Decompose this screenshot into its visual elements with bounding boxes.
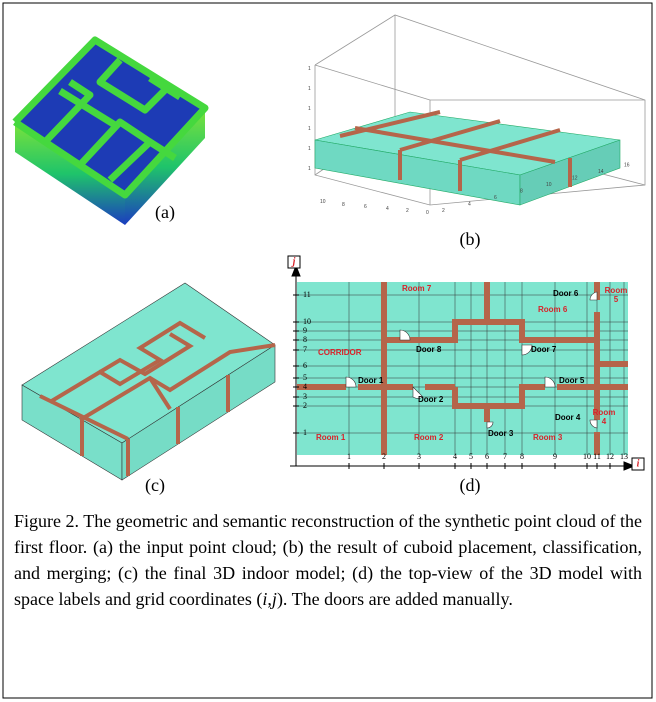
door-label: Door 3 (488, 429, 514, 438)
axis-tick-label: 8 (342, 202, 345, 208)
j-axis-label: j (291, 256, 296, 267)
i-tick-label: 4 (453, 452, 457, 461)
caption-text: ). The doors are added manually. (276, 589, 513, 609)
door-label: Door 4 (555, 413, 581, 422)
door-label: Door 6 (553, 289, 579, 298)
axis-tick-label: 8 (520, 189, 523, 195)
axis-tick-label: 1 (308, 126, 311, 132)
j-tick-label: 2 (303, 401, 307, 410)
door-label: Door 2 (418, 395, 444, 404)
axis-tick-label: 4 (468, 202, 471, 208)
caption-text: i (262, 589, 268, 609)
axis-tick-label: 4 (386, 206, 389, 212)
axis-tick-label: 1 (308, 146, 311, 152)
door-label: Door 5 (559, 376, 585, 385)
axis-tick-label: 6 (494, 195, 497, 201)
axis-tick-label: 6 (364, 204, 367, 210)
i-tick-label: 3 (417, 452, 421, 461)
axis-tick-label: 0 (426, 210, 429, 216)
subfigure-label: (a) (155, 202, 175, 223)
j-tick-label: 5 (303, 373, 307, 382)
indoor-model (21, 282, 276, 481)
axis-tick-label: 2 (406, 208, 409, 214)
axis-tick-label: 12 (572, 176, 578, 182)
i-tick-label: 1 (347, 452, 351, 461)
i-tick-label: 13 (620, 452, 628, 461)
subfigure-label: (d) (460, 475, 481, 496)
axis-tick-label: 10 (546, 182, 552, 188)
j-tick-label: 8 (303, 335, 307, 344)
space-label: Room 5 (604, 286, 628, 304)
cuboids (314, 110, 621, 206)
space-label: Room 1 (316, 433, 346, 442)
axis-tick-label: 16 (624, 163, 630, 169)
i-tick-label: 2 (382, 452, 386, 461)
space-label: Room 3 (533, 433, 563, 442)
subfigure-label: (b) (460, 229, 481, 250)
door-icons (345, 291, 598, 429)
i-tick-label: 10 (583, 452, 591, 461)
caption-text: Figure 2. The geometric and semantic rec… (14, 511, 642, 609)
axis-tick-label: 1 (308, 86, 311, 92)
axis-tick-label: 1 (308, 166, 311, 172)
i-tick-label: 11 (593, 452, 601, 461)
walls (297, 282, 628, 455)
j-tick-label: 7 (303, 345, 307, 354)
i-tick-label: 12 (606, 452, 614, 461)
j-tick-label: 6 (303, 361, 307, 370)
space-label: CORRIDOR (318, 348, 362, 357)
axes (287, 255, 645, 471)
i-tick-label: 7 (503, 452, 507, 461)
axis-tick-label: 14 (598, 169, 604, 175)
i-tick-label: 8 (520, 452, 524, 461)
i-tick-label: 5 (469, 452, 473, 461)
point-cloud (12, 36, 209, 225)
j-tick-label: 3 (303, 392, 307, 401)
space-label: Room 4 (592, 408, 616, 426)
i-tick-label: 6 (485, 452, 489, 461)
i-axis-label: i (637, 458, 640, 469)
floor-plan (297, 282, 628, 455)
door-label: Door 8 (416, 345, 442, 354)
axis-tick-label: 10 (320, 199, 326, 205)
door-label: Door 1 (358, 376, 384, 385)
j-tick-label: 1 (303, 428, 307, 437)
subfigure-label: (c) (145, 475, 165, 496)
space-label: Room 2 (414, 433, 444, 442)
axis-tick-label: 2 (442, 208, 445, 214)
caption-text: , (267, 589, 272, 609)
space-label: Room 6 (538, 305, 568, 314)
caption-text: j (271, 589, 277, 609)
j-tick-label: 4 (303, 382, 307, 391)
caption: Figure 2. The geometric and semantic rec… (14, 508, 642, 612)
j-tick-label: 11 (303, 290, 311, 299)
axis-tick-label: 1 (308, 66, 311, 72)
j-tick-label: 9 (303, 326, 307, 335)
i-tick-label: 9 (553, 452, 557, 461)
j-tick-label: 10 (303, 317, 311, 326)
axis-tick-label: 1 (308, 106, 311, 112)
door-label: Door 7 (531, 345, 557, 354)
space-label: Room 7 (402, 284, 432, 293)
